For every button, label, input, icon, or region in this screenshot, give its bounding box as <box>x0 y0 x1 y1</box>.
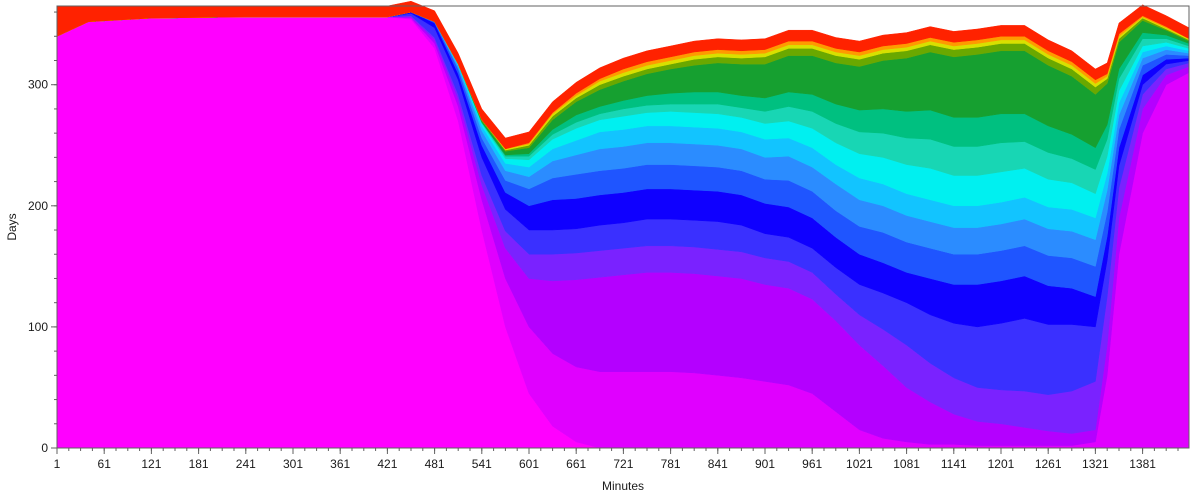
x-tick-label: 1021 <box>846 457 873 471</box>
x-tick-label: 181 <box>189 457 209 471</box>
y-tick-label: 0 <box>41 441 48 455</box>
y-tick-label: 100 <box>28 320 48 334</box>
x-tick-label: 481 <box>425 457 445 471</box>
y-tick-label: 200 <box>28 199 48 213</box>
x-tick-label: 841 <box>708 457 728 471</box>
x-axis: 1 61 121 181 241 301 361 421 481 541 601 661 721 781 8… <box>54 448 1179 471</box>
x-tick-label: 1201 <box>988 457 1015 471</box>
x-tick-label: 1321 <box>1082 457 1109 471</box>
x-tick-label: 361 <box>330 457 350 471</box>
x-tick-label: 1141 <box>941 457 967 471</box>
x-tick-label: 781 <box>661 457 681 471</box>
x-tick-label: 301 <box>283 457 303 471</box>
x-tick-label: 1261 <box>1035 457 1062 471</box>
x-tick-label: 601 <box>519 457 539 471</box>
x-tick-label: 541 <box>472 457 492 471</box>
x-tick-label: 421 <box>377 457 397 471</box>
x-tick-label: 661 <box>566 457 586 471</box>
x-tick-label: 721 <box>613 457 633 471</box>
x-tick-label: 121 <box>141 457 161 471</box>
x-axis-title: Minutes <box>602 479 644 493</box>
x-tick-label: 1081 <box>893 457 920 471</box>
x-tick-label: 241 <box>236 457 256 471</box>
x-tick-label: 961 <box>802 457 822 471</box>
y-axis: 0 100 200 300 <box>28 11 57 455</box>
x-tick-label: 1381 <box>1129 457 1156 471</box>
x-tick-label: 901 <box>755 457 775 471</box>
x-tick-label: 1 <box>54 457 61 471</box>
y-tick-label: 300 <box>28 78 48 92</box>
area-layers <box>56 0 1190 449</box>
x-tick-label: 61 <box>98 457 112 471</box>
y-axis-title: Days <box>5 213 19 240</box>
